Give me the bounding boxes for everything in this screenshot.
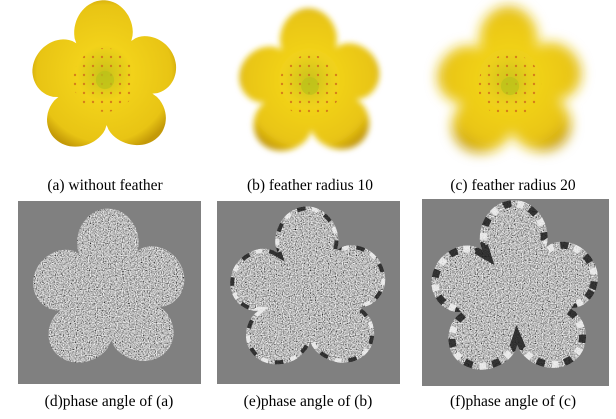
caption: (c) feather radius 20 xyxy=(450,177,575,194)
caption: (e)phase angle of (b) xyxy=(244,393,373,410)
flower-core xyxy=(500,76,520,96)
phase-edge xyxy=(230,206,386,365)
caption: (f)phase angle of (c) xyxy=(450,393,576,410)
phase-edge xyxy=(431,200,598,370)
flower-core xyxy=(301,77,319,95)
flower-row xyxy=(32,0,582,153)
flower-core xyxy=(95,70,115,90)
caption: (b) feather radius 10 xyxy=(247,177,373,194)
phase-row xyxy=(18,199,609,386)
caption: (a) without feather xyxy=(47,177,163,194)
caption: (d)phase angle of (a) xyxy=(45,393,174,410)
phase-edge xyxy=(431,200,598,370)
